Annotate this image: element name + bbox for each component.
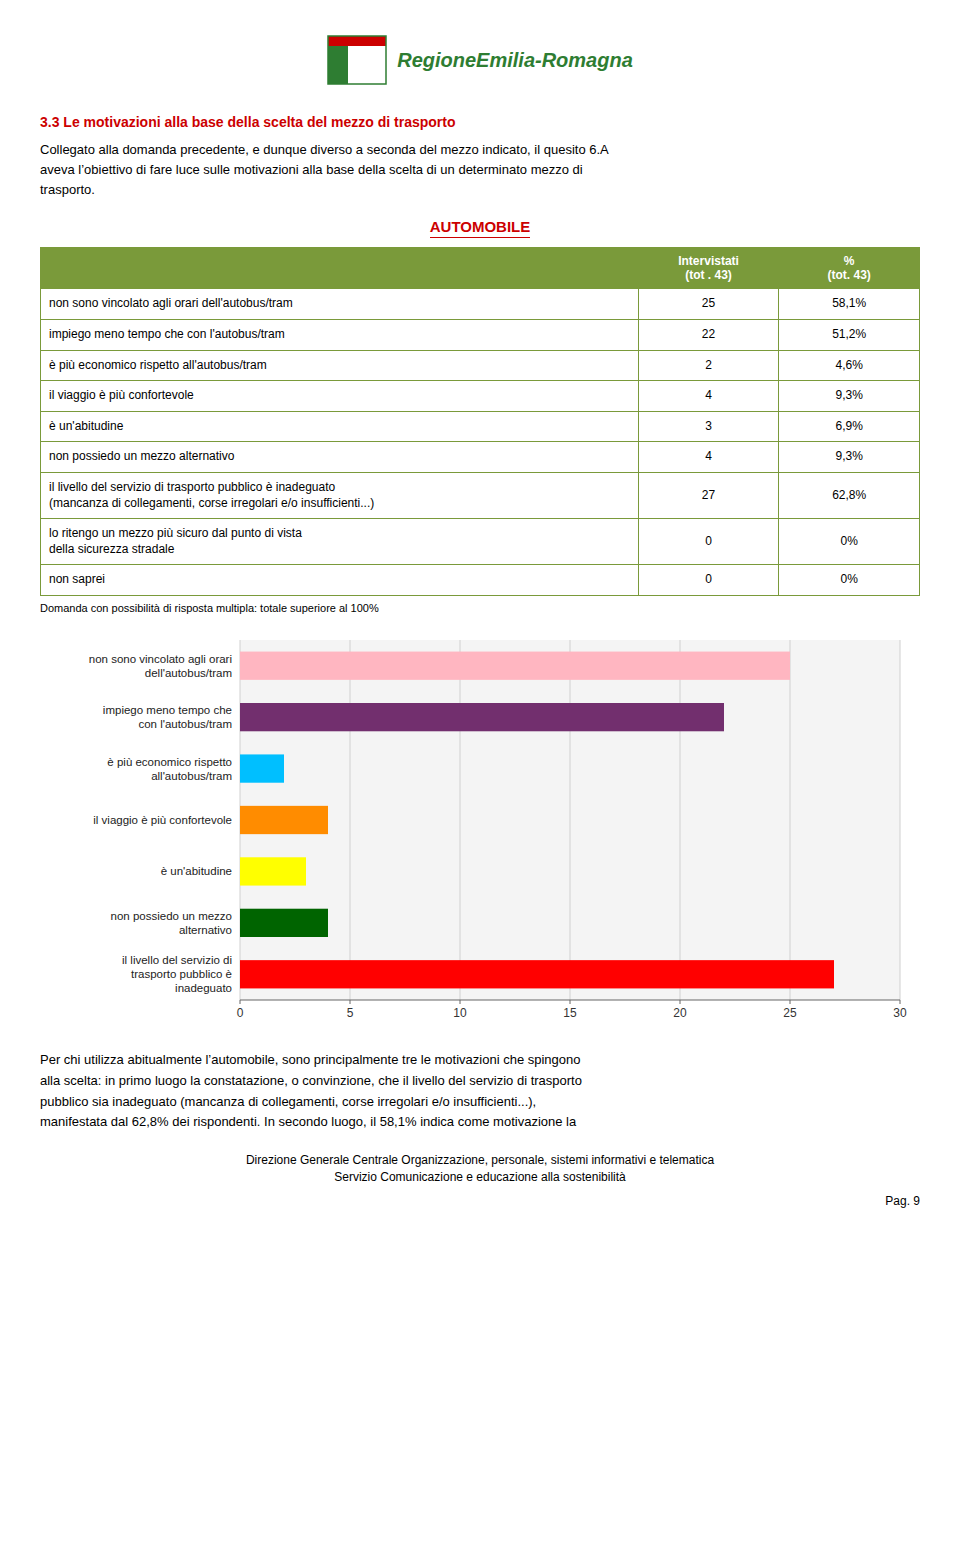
category-label: è più economico rispettoall'autobus/tram <box>107 756 232 782</box>
tick-label: 15 <box>563 1006 577 1020</box>
intro-text: Collegato alla domanda precedente, e dun… <box>40 140 920 200</box>
row-count: 0 <box>638 565 779 596</box>
tick-label: 5 <box>347 1006 354 1020</box>
category-label: non possiedo un mezzoalternativo <box>111 910 232 936</box>
row-label: non saprei <box>41 565 639 596</box>
row-count: 27 <box>638 472 779 518</box>
grid-line <box>460 640 461 1000</box>
row-count: 4 <box>638 381 779 412</box>
tick-mark <box>570 1000 571 1004</box>
table-header: Intervistati (tot . 43)% (tot. 43) <box>41 248 920 289</box>
table-row: lo ritengo un mezzo più sicuro dal punto… <box>41 519 920 565</box>
tick-label: 20 <box>673 1006 687 1020</box>
table-title: AUTOMOBILE <box>430 218 531 238</box>
logo-mark <box>327 35 387 85</box>
table-title-box: AUTOMOBILE <box>40 218 920 235</box>
tick-label: 25 <box>783 1006 797 1020</box>
plot-area <box>240 640 900 1000</box>
row-count: 22 <box>638 320 779 351</box>
row-count: 3 <box>638 411 779 442</box>
tick-mark <box>680 1000 681 1004</box>
category-label: il livello del servizio ditrasporto pubb… <box>122 954 232 994</box>
row-pct: 62,8% <box>779 472 920 518</box>
x-axis: 0 5 10 15 20 25 30 <box>237 640 907 1020</box>
table-row: non possiedo un mezzo alternativo49,3% <box>41 442 920 473</box>
row-count: 25 <box>638 289 779 320</box>
table-row: il viaggio è più confortevole49,3% <box>41 381 920 412</box>
row-pct: 9,3% <box>779 442 920 473</box>
grid-line <box>570 640 571 1000</box>
row-label: è un'abitudine <box>41 411 639 442</box>
row-label: lo ritengo un mezzo più sicuro dal punto… <box>41 519 639 565</box>
table-row: il livello del servizio di trasporto pub… <box>41 472 920 518</box>
category-label: impiego meno tempo checon l'autobus/tram <box>103 704 232 730</box>
grid-line <box>790 640 791 1000</box>
footer-text: Direzione Generale Centrale Organizzazio… <box>40 1153 920 1167</box>
grid-line <box>680 640 681 1000</box>
bar <box>240 703 724 731</box>
row-label: non sono vincolato agli orari dell'autob… <box>41 289 639 320</box>
section-title: 3.3 Le motivazioni alla base della scelt… <box>40 114 920 130</box>
header-cell: % (tot. 43) <box>779 248 920 289</box>
row-pct: 51,2% <box>779 320 920 351</box>
category-label: non sono vincolato agli oraridell'autobu… <box>89 653 232 679</box>
table-row: è più economico rispetto all'autobus/tra… <box>41 350 920 381</box>
bar <box>240 960 834 988</box>
tick-mark <box>350 1000 351 1004</box>
row-label: non possiedo un mezzo alternativo <box>41 442 639 473</box>
table-row: non saprei00% <box>41 565 920 596</box>
row-label: impiego meno tempo che con l'autobus/tra… <box>41 320 639 351</box>
bar <box>240 754 284 782</box>
header-cell: Intervistati (tot . 43) <box>638 248 779 289</box>
table: Intervistati (tot . 43)% (tot. 43)non so… <box>40 247 920 596</box>
row-pct: 0% <box>779 519 920 565</box>
row-pct: 9,3% <box>779 381 920 412</box>
tick-mark <box>460 1000 461 1004</box>
category-label: è un'abitudine <box>161 865 232 877</box>
footnote: Domanda con possibilità di risposta mult… <box>40 602 920 614</box>
axis-line <box>240 999 900 1000</box>
row-pct: 6,9% <box>779 411 920 442</box>
logo: RegioneEmilia-Romagna <box>40 20 920 100</box>
row-pct: 4,6% <box>779 350 920 381</box>
tick-label: 30 <box>893 1006 907 1020</box>
tick-label: 10 <box>453 1006 467 1020</box>
y-axis: il livello del servizio ditrasporto pubb… <box>89 653 232 995</box>
bars <box>240 652 834 989</box>
grid-line <box>900 640 901 1000</box>
table-row: non sono vincolato agli orari dell'autob… <box>41 289 920 320</box>
tick-mark <box>240 1000 241 1004</box>
grid-line <box>350 640 351 1000</box>
table-row: impiego meno tempo che con l'autobus/tra… <box>41 320 920 351</box>
logo-text: RegioneEmilia-Romagna <box>397 49 633 72</box>
row-label: è più economico rispetto all'autobus/tra… <box>41 350 639 381</box>
body-text: Per chi utilizza abitualmente l’automobi… <box>40 1050 920 1133</box>
page-number: Pag. 9 <box>40 1194 920 1208</box>
tick-mark <box>790 1000 791 1004</box>
tick-mark <box>900 1000 901 1004</box>
category-label: il viaggio è più confortevole <box>93 814 232 826</box>
row-count: 0 <box>638 519 779 565</box>
bar <box>240 857 306 885</box>
row-count: 2 <box>638 350 779 381</box>
table-row: è un'abitudine36,9% <box>41 411 920 442</box>
row-label: il livello del servizio di trasporto pub… <box>41 472 639 518</box>
row-pct: 0% <box>779 565 920 596</box>
bar <box>240 909 328 937</box>
row-pct: 58,1% <box>779 289 920 320</box>
tick-label: 0 <box>237 1006 244 1020</box>
footer-text: Servizio Comunicazione e educazione alla… <box>40 1170 920 1184</box>
chart: 0 5 10 15 20 25 30 il livello del servizio ditr… <box>40 630 920 1030</box>
bar <box>240 806 328 834</box>
row-count: 4 <box>638 442 779 473</box>
bar <box>240 652 790 680</box>
header-cell <box>41 248 639 289</box>
row-label: il viaggio è più confortevole <box>41 381 639 412</box>
